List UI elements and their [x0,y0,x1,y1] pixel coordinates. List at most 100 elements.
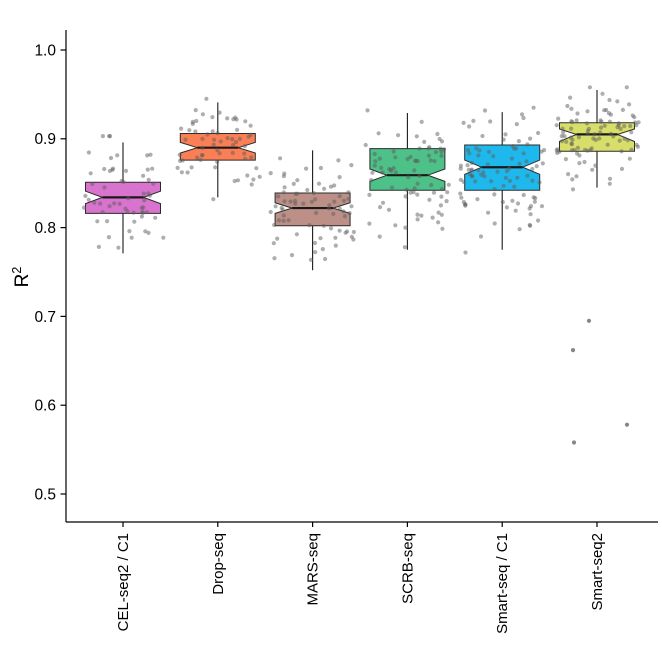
data-point [116,245,121,250]
data-point [500,199,505,205]
data-point [439,194,444,199]
data-point [446,182,451,187]
data-point [430,215,435,220]
data-point [131,210,136,215]
data-point [513,208,518,213]
data-point [517,227,522,232]
data-point [515,201,521,206]
data-point [230,137,235,142]
data-point [349,163,354,168]
data-point [215,148,220,153]
data-point [477,148,482,153]
data-point [527,222,532,228]
data-point [232,178,237,184]
data-point [438,146,443,151]
data-point [107,204,112,209]
data-point [337,175,342,180]
data-point [402,245,407,250]
data-point [436,220,441,225]
data-point [332,183,337,188]
data-point [618,126,623,131]
data-point [461,179,466,184]
data-point [412,168,417,173]
data-point [422,139,427,144]
data-point [115,153,120,158]
data-point [406,175,411,180]
data-point [273,204,278,209]
data-point [408,190,413,195]
data-point [153,215,158,220]
data-point [488,119,493,124]
data-point [336,158,341,163]
data-point [146,177,151,182]
data-point [190,119,195,124]
data-point [492,187,497,192]
data-point [439,153,444,158]
data-point [106,235,111,240]
data-point [377,156,382,161]
data-point [575,145,581,150]
data-point [587,85,593,90]
data-point [412,186,417,191]
data-point [599,119,604,124]
data-point [440,226,445,231]
data-point [417,173,422,178]
data-point [408,154,413,160]
data-point [276,194,281,199]
data-point [585,131,590,136]
data-point [313,250,318,255]
data-point [598,130,603,135]
data-point [289,253,295,258]
data-point [509,156,514,161]
data-point [602,123,607,128]
data-point [569,142,574,147]
data-point [439,187,445,192]
data-point [415,158,420,164]
data-point [212,137,217,142]
data-point [442,147,447,152]
data-point [481,170,486,175]
data-point [323,256,328,262]
data-point [98,201,103,206]
data-point [211,197,216,202]
data-point [570,187,576,192]
data-point [585,148,590,153]
data-point [349,204,354,209]
data-point [589,146,594,151]
data-point [600,91,605,96]
data-point [530,178,535,183]
data-point [444,199,449,204]
data-point [539,204,545,209]
data-point [268,171,273,176]
boxplot-mars-seq [268,150,356,271]
data-point [405,156,410,162]
data-point [532,199,538,204]
data-point [569,106,574,111]
data-point [617,138,622,143]
y-tick-label: 0.6 [34,398,56,415]
data-point [560,126,565,131]
data-point [316,181,322,186]
data-point [320,247,325,252]
data-point [426,153,431,158]
data-point [309,199,314,204]
data-point [577,161,582,166]
data-point [458,191,463,196]
data-point [141,173,146,178]
data-point [415,192,420,197]
boxplot-cel-seq2-c1 [81,134,166,254]
data-point [177,152,182,157]
data-point [304,166,309,171]
data-point [415,217,420,222]
data-point [492,221,497,226]
data-point [179,170,184,175]
boxplot-smart-seq2 [554,85,641,445]
data-point [175,165,180,170]
data-point [129,235,134,240]
data-point [525,173,530,178]
data-point [112,201,117,206]
data-point [485,162,490,167]
data-point [237,136,242,141]
data-point [525,142,530,147]
